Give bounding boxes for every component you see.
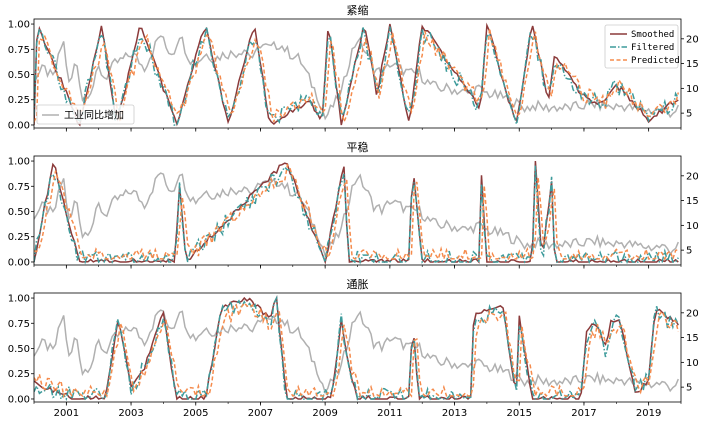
y-tick-label: 0.00 — [8, 257, 30, 268]
y2-tick-label: 5 — [686, 246, 692, 257]
legend2-label: 工业同比增加 — [64, 109, 124, 122]
y-tick-label: 0.00 — [8, 394, 30, 405]
y2-tick-label: 15 — [686, 59, 699, 70]
x-tick-label: 2003 — [118, 408, 143, 419]
y-tick-label: 0.75 — [8, 319, 30, 330]
y2-tick-label: 15 — [686, 333, 699, 344]
y2-tick-label: 5 — [686, 109, 692, 120]
y2-tick-label: 10 — [686, 84, 699, 95]
series-predicted-line — [34, 28, 680, 125]
y-tick-label: 0.50 — [8, 344, 30, 355]
series-filtered-line — [34, 26, 679, 126]
panel-title: 紧缩 — [347, 4, 369, 17]
x-tick-label: 2013 — [442, 408, 467, 419]
y-tick-label: 0.75 — [8, 45, 30, 56]
y2-tick-label: 20 — [686, 308, 699, 319]
y-tick-label: 0.25 — [8, 232, 30, 243]
x-tick-label: 2017 — [571, 408, 596, 419]
x-tick-label: 2001 — [54, 408, 79, 419]
plot-frame — [33, 155, 682, 266]
x-tick-label: 2011 — [377, 408, 402, 419]
legend-label: Filtered — [631, 43, 674, 53]
legend-label: Smoothed — [631, 30, 674, 40]
legend-box — [604, 24, 679, 69]
y-tick-label: 0.50 — [8, 207, 30, 218]
y-tick-label: 1.00 — [8, 20, 30, 31]
y2-tick-label: 10 — [686, 221, 699, 232]
y-tick-label: 1.00 — [8, 157, 30, 168]
y2-tick-label: 20 — [686, 171, 699, 182]
x-tick-label: 2019 — [636, 408, 661, 419]
panel-title: 通胀 — [347, 278, 369, 291]
x-tick-label: 2015 — [507, 408, 532, 419]
x-tick-label: 2005 — [183, 408, 208, 419]
y-tick-label: 0.50 — [8, 70, 30, 81]
series-predicted-line — [34, 301, 680, 399]
series-industrial-growth-line — [34, 35, 679, 121]
y2-tick-label: 10 — [686, 358, 699, 369]
legend-label: Predicted — [631, 56, 680, 66]
y2-tick-label: 5 — [686, 383, 692, 394]
series-smoothed-line — [34, 160, 679, 265]
y2-tick-label: 20 — [686, 34, 699, 45]
series-predicted-line — [34, 163, 679, 262]
x-tick-label: 2009 — [312, 408, 337, 419]
y-tick-label: 0.25 — [8, 95, 30, 106]
x-tick-label: 2007 — [248, 408, 273, 419]
y2-tick-label: 15 — [686, 196, 699, 207]
series-industrial-growth-line — [34, 309, 679, 395]
series-filtered-line — [34, 295, 679, 402]
y-tick-label: 0.00 — [8, 120, 30, 131]
legend2-box — [36, 104, 135, 125]
panel-title: 平稳 — [347, 140, 369, 154]
y-tick-label: 0.75 — [8, 182, 30, 193]
series-filtered-line — [34, 165, 679, 265]
series-industrial-growth-line — [34, 172, 679, 258]
y-tick-label: 1.00 — [8, 294, 30, 305]
y-tick-label: 0.25 — [8, 369, 30, 380]
